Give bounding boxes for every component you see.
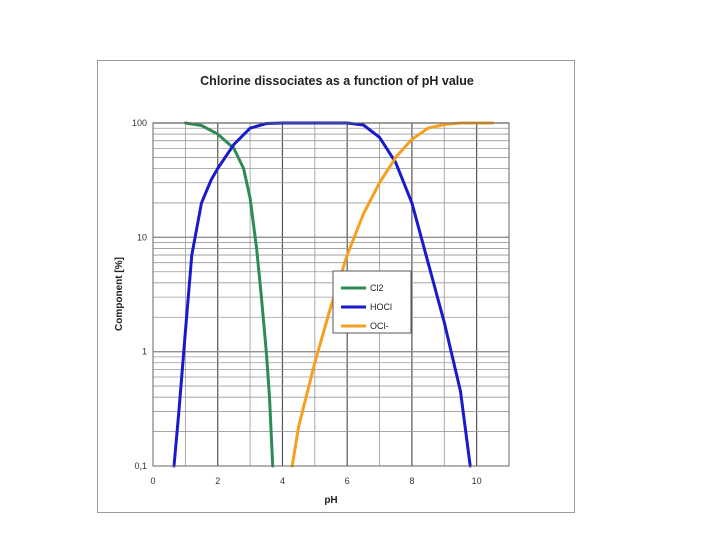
- chart-title: Chlorine dissociates as a function of pH…: [200, 74, 474, 88]
- series-line-ocl: [290, 121, 495, 468]
- x-tick-label: 6: [345, 476, 350, 486]
- y-tick-label: 100: [132, 118, 147, 128]
- chart-frame: Chlorine dissociates as a function of pH…: [97, 60, 575, 513]
- x-tick-labels: 0 2 4 6 8 10: [150, 476, 481, 486]
- legend-label: HOCl: [370, 302, 392, 312]
- chart-svg: Chlorine dissociates as a function of pH…: [114, 74, 510, 506]
- series-line-cl2: [183, 121, 275, 468]
- legend-box: [332, 270, 412, 334]
- y-tick-label: 10: [137, 232, 147, 242]
- plot-border: [152, 122, 510, 467]
- x-axis-label: pH: [324, 495, 337, 506]
- plot-area: [153, 123, 509, 466]
- legend: Cl2 HOCl OCl-: [332, 270, 412, 334]
- y-tick-label: 1: [142, 347, 147, 357]
- x-tick-label: 0: [150, 476, 155, 486]
- x-tick-label: 8: [409, 476, 414, 486]
- x-tick-label: 2: [215, 476, 220, 486]
- x-tick-label: 4: [280, 476, 285, 486]
- y-tick-labels: 0,1 1 10 100: [132, 118, 147, 471]
- x-tick-label: 10: [472, 476, 482, 486]
- y-axis-label: Component [%]: [114, 257, 125, 331]
- legend-label: OCl-: [370, 321, 389, 331]
- y-tick-label: 0,1: [134, 461, 147, 471]
- legend-label: Cl2: [370, 283, 384, 293]
